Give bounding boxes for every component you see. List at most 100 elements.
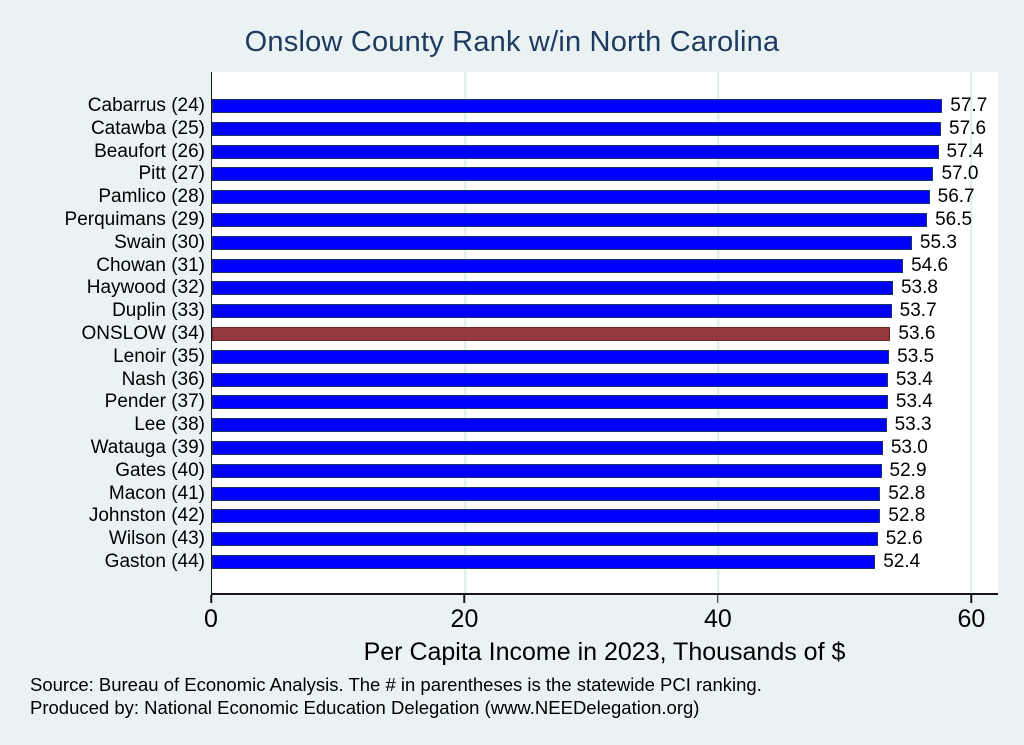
bar — [212, 190, 930, 205]
bar-track: 57.6 — [212, 118, 998, 139]
footer: Source: Bureau of Economic Analysis. The… — [30, 674, 1024, 719]
value-label: 57.6 — [949, 117, 987, 139]
x-tick-mark — [463, 595, 466, 603]
bar — [212, 372, 888, 387]
bar-track: 53.8 — [212, 277, 998, 298]
bar-track: 54.6 — [212, 255, 998, 276]
category-label: Gaston (44) — [104, 550, 205, 572]
value-label: 52.8 — [888, 505, 926, 527]
bar-track: 52.6 — [212, 528, 998, 549]
bar-row: Wilson (43) 52.6 — [0, 528, 998, 549]
category-label: Pamlico (28) — [98, 186, 205, 208]
bar-row: Pitt (27) 57.0 — [0, 163, 998, 184]
bar-track: 53.0 — [212, 437, 998, 458]
category-label: Perquimans (29) — [64, 208, 205, 230]
bar-row: Johnston (42) 52.8 — [0, 505, 998, 526]
value-label: 52.9 — [889, 459, 927, 481]
value-label: 52.6 — [885, 528, 923, 550]
value-label: 57.0 — [941, 163, 979, 185]
bar-rows: Cabarrus (24) 57.7 Catawba (25) 57.6 Beaufor… — [0, 72, 998, 593]
x-axis-title: Per Capita Income in 2023, Thousands of … — [363, 638, 846, 666]
category-label: Pitt (27) — [138, 163, 205, 185]
bar-row: Swain (30) 55.3 — [0, 232, 998, 253]
value-label: 53.3 — [894, 414, 932, 436]
value-label: 57.4 — [946, 140, 984, 162]
bar-track: 56.5 — [212, 209, 998, 230]
bar — [212, 418, 887, 433]
category-label: Nash (36) — [121, 368, 205, 390]
bar-track: 52.8 — [212, 483, 998, 504]
bar-track: 57.7 — [212, 95, 998, 116]
bar-row: Lenoir (35) 53.5 — [0, 346, 998, 367]
value-label: 55.3 — [919, 231, 957, 253]
value-label: 53.5 — [897, 345, 935, 367]
bar — [212, 235, 912, 250]
category-label: Macon (41) — [108, 482, 205, 504]
bar-row: Gates (40) 52.9 — [0, 460, 998, 481]
bar — [212, 463, 882, 478]
value-label: 56.7 — [937, 186, 975, 208]
value-label: 52.8 — [888, 482, 926, 504]
bar-row: Pender (37) 53.4 — [0, 391, 998, 412]
bar-track: 53.3 — [212, 414, 998, 435]
bar-row: Nash (36) 53.4 — [0, 369, 998, 390]
bar-track: 52.4 — [212, 551, 998, 572]
bar-row: Macon (41) 52.8 — [0, 483, 998, 504]
bar-track: 55.3 — [212, 232, 998, 253]
value-label: 53.7 — [899, 300, 937, 322]
value-label: 53.0 — [890, 436, 928, 458]
bar-track: 57.0 — [212, 163, 998, 184]
category-label: Beaufort (26) — [94, 140, 205, 162]
category-label: Lee (38) — [134, 414, 205, 436]
category-label: Duplin (33) — [112, 300, 205, 322]
bar — [212, 395, 888, 410]
category-label: Haywood (32) — [86, 277, 205, 299]
bar — [212, 440, 883, 455]
category-label: Pender (37) — [104, 391, 205, 413]
category-label: Chowan (31) — [96, 254, 205, 276]
bar-row: Chowan (31) 54.6 — [0, 255, 998, 276]
bar-track: 56.7 — [212, 186, 998, 207]
bar-track: 53.4 — [212, 369, 998, 390]
chart-figure: Onslow County Rank w/in North Carolina C… — [0, 24, 1024, 745]
figure-canvas: { "title": "Onslow County Rank w/in Nort… — [0, 24, 1024, 745]
x-tick-mark — [717, 595, 719, 603]
category-label: ONSLOW (34) — [81, 322, 205, 344]
bar — [212, 167, 934, 182]
bar-row: Lee (38) 53.3 — [0, 414, 998, 435]
x-tick-label: 40 — [704, 605, 732, 633]
value-label: 53.6 — [898, 322, 936, 344]
value-label: 52.4 — [883, 550, 921, 572]
value-label: 56.5 — [935, 208, 973, 230]
gridline — [970, 72, 973, 593]
bar — [212, 349, 890, 364]
chart-title: Onslow County Rank w/in North Carolina — [244, 26, 780, 58]
bar — [212, 554, 876, 569]
category-label: Watauga (39) — [90, 436, 205, 458]
bar-row: Cabarrus (24) 57.7 — [0, 95, 998, 116]
bar — [212, 281, 893, 296]
footer-produced-line: Produced by: National Economic Education… — [30, 696, 700, 718]
bar-row: Haywood (32) 53.8 — [0, 277, 998, 298]
x-tick-mark — [210, 595, 212, 603]
bar — [212, 532, 878, 547]
bar-row: Gaston (44) 52.4 — [0, 551, 998, 572]
value-label: 53.4 — [895, 391, 933, 413]
bar-row: Pamlico (28) 56.7 — [0, 186, 998, 207]
bar-track: 57.4 — [212, 141, 998, 162]
bar-row: ONSLOW (34) 53.6 — [0, 323, 998, 344]
bar-track: 53.4 — [212, 391, 998, 412]
bar — [212, 258, 904, 273]
x-tick-mark — [970, 595, 973, 603]
value-label: 57.7 — [950, 95, 988, 116]
category-label: Lenoir (35) — [113, 345, 205, 367]
bar-track: 52.9 — [212, 460, 998, 481]
category-label: Cabarrus (24) — [87, 95, 205, 116]
bar — [212, 121, 942, 136]
bar-track: 52.8 — [212, 505, 998, 526]
bar-row: Watauga (39) 53.0 — [0, 437, 998, 458]
bar-row: Beaufort (26) 57.4 — [0, 141, 998, 162]
value-label: 53.4 — [895, 368, 933, 390]
x-tick-label: 20 — [450, 605, 479, 633]
value-label: 54.6 — [911, 254, 949, 276]
